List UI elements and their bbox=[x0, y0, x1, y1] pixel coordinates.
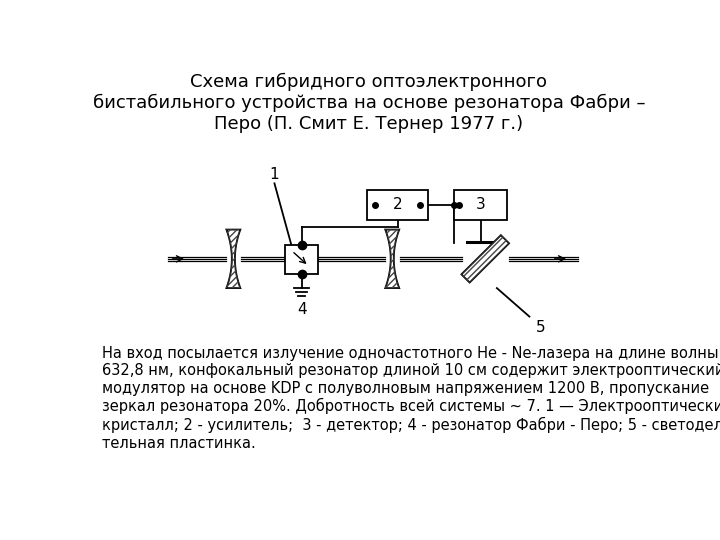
Polygon shape bbox=[226, 230, 240, 288]
Text: 1: 1 bbox=[269, 167, 279, 182]
Text: 4: 4 bbox=[297, 302, 307, 317]
Bar bbox=[367, 190, 428, 220]
Text: 2: 2 bbox=[393, 198, 402, 212]
Polygon shape bbox=[462, 235, 509, 282]
Text: Схема гибридного оптоэлектронного
бистабильного устройства на основе резонатора : Схема гибридного оптоэлектронного бистаб… bbox=[93, 72, 645, 133]
Bar bbox=[285, 245, 318, 274]
Text: На вход посылается излучение одночастотного Не - Ne-лазера на длине волны
632,8 : На вход посылается излучение одночастотн… bbox=[102, 346, 720, 450]
Polygon shape bbox=[385, 230, 399, 288]
Text: 5: 5 bbox=[536, 320, 545, 335]
Bar bbox=[454, 190, 507, 220]
Text: 3: 3 bbox=[476, 198, 485, 212]
